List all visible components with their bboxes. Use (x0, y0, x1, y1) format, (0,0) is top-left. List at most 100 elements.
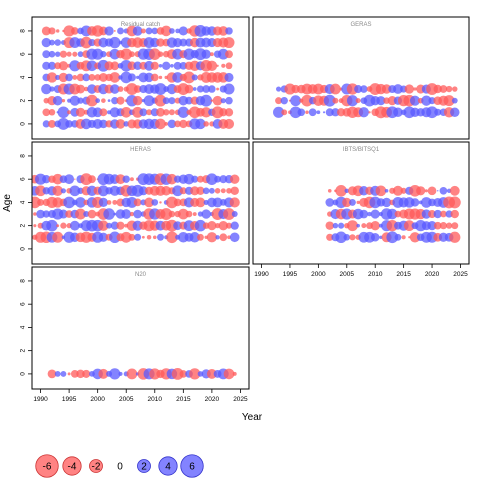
residual-bubble (210, 99, 214, 102)
panel-title: HERAS (130, 147, 151, 153)
residual-bubble (110, 61, 120, 71)
residual-bubble (98, 368, 109, 379)
residual-bubble (335, 231, 347, 243)
residual-bubble (150, 61, 159, 70)
residual-bubble (120, 48, 132, 60)
residual-bubble (200, 94, 213, 107)
residual-bubble (151, 199, 159, 206)
residual-bubble (77, 51, 84, 58)
residual-bubble (355, 98, 361, 104)
residual-bubble (226, 187, 232, 194)
panel-frame (252, 141, 470, 265)
residual-bubble (200, 107, 212, 118)
residual-bubble (428, 97, 436, 105)
residual-bubble (219, 175, 228, 184)
residual-bubble (325, 198, 335, 207)
residual-bubble (106, 222, 113, 229)
residual-bubble (139, 108, 148, 117)
residual-bubble (326, 233, 334, 241)
x-tick-label: 1995 (62, 396, 77, 403)
residual-bubble (231, 211, 238, 218)
panel-frame (31, 266, 250, 390)
residual-bubble (449, 231, 461, 243)
residual-bubble (445, 222, 453, 229)
residual-bubble (424, 189, 428, 193)
residual-bubble (360, 85, 368, 93)
residual-bubble (225, 222, 233, 229)
residual-bubble (80, 36, 93, 49)
residual-bubble (218, 220, 229, 231)
residual-bubble (179, 370, 188, 378)
residual-bubble (52, 173, 63, 185)
y-tick-label: 8 (20, 29, 27, 33)
residual-bubble (175, 28, 180, 34)
residual-bubble (316, 110, 321, 115)
residual-bubble (183, 173, 195, 185)
residual-bubble (112, 199, 118, 205)
residual-bubble (229, 174, 240, 184)
residual-bubble (98, 232, 109, 242)
residual-bubble (126, 83, 138, 95)
residual-bubble (191, 175, 199, 183)
y-tick-label: 4 (20, 200, 27, 204)
residual-bubble (224, 108, 234, 117)
residual-bubble (36, 209, 45, 219)
panel-3: HERAS (31, 141, 250, 265)
residual-bubble (42, 50, 51, 59)
residual-bubble (159, 201, 162, 204)
panel-title: N20 (135, 272, 147, 278)
residual-bubble (400, 187, 407, 194)
residual-bubble (305, 110, 309, 115)
residual-bubble (136, 75, 140, 80)
residual-bubble (146, 109, 153, 116)
residual-bubble (178, 26, 188, 36)
residual-bubble (113, 212, 117, 216)
residual-bubble (46, 219, 58, 232)
residual-bubble (332, 97, 339, 104)
residual-bubble (223, 83, 235, 95)
residual-bubble (106, 200, 112, 205)
residual-bubble (133, 198, 142, 207)
x-tick-label: 1995 (283, 271, 298, 278)
residual-bubble (232, 371, 237, 376)
residual-bubble (325, 108, 334, 117)
residual-bubble (196, 175, 204, 183)
residual-bubble (197, 233, 204, 241)
residual-bubble (223, 368, 235, 380)
residual-bubble (206, 368, 217, 379)
y-tick-label: 0 (20, 247, 27, 251)
residual-bubble (346, 95, 359, 107)
residual-bubble (86, 60, 98, 72)
residual-bubble (47, 61, 57, 70)
residual-bubble (61, 98, 66, 103)
residual-bubble (177, 208, 189, 220)
residual-bubble (138, 186, 148, 196)
x-tick-label: 2005 (340, 271, 355, 278)
residual-bubble (77, 97, 84, 104)
residual-bubble (42, 120, 50, 128)
legend-label: -2 (92, 462, 101, 473)
residual-bubble (42, 174, 51, 184)
residual-bubble (206, 173, 218, 185)
residual-bubble (184, 84, 194, 94)
residual-bubble (110, 84, 120, 94)
residual-bubble (58, 72, 69, 83)
residual-bubble (129, 211, 135, 217)
residual-bubble (174, 120, 181, 128)
residual-bubble (381, 84, 392, 94)
panel-frame (31, 16, 250, 140)
residual-bubble (166, 231, 178, 244)
residual-bubble (223, 37, 235, 49)
residual-bubble (87, 209, 97, 219)
residual-bubble (179, 187, 187, 195)
residual-bubble (171, 368, 184, 380)
residual-bubble (183, 71, 195, 84)
residual-bubble (156, 107, 165, 117)
residual-bubble (126, 368, 138, 380)
residual-bubble (123, 121, 129, 127)
legend-label: 0 (117, 462, 123, 473)
residual-bubble (214, 188, 221, 194)
residual-bubble (52, 95, 63, 106)
y-axis-title: Age (2, 194, 13, 212)
